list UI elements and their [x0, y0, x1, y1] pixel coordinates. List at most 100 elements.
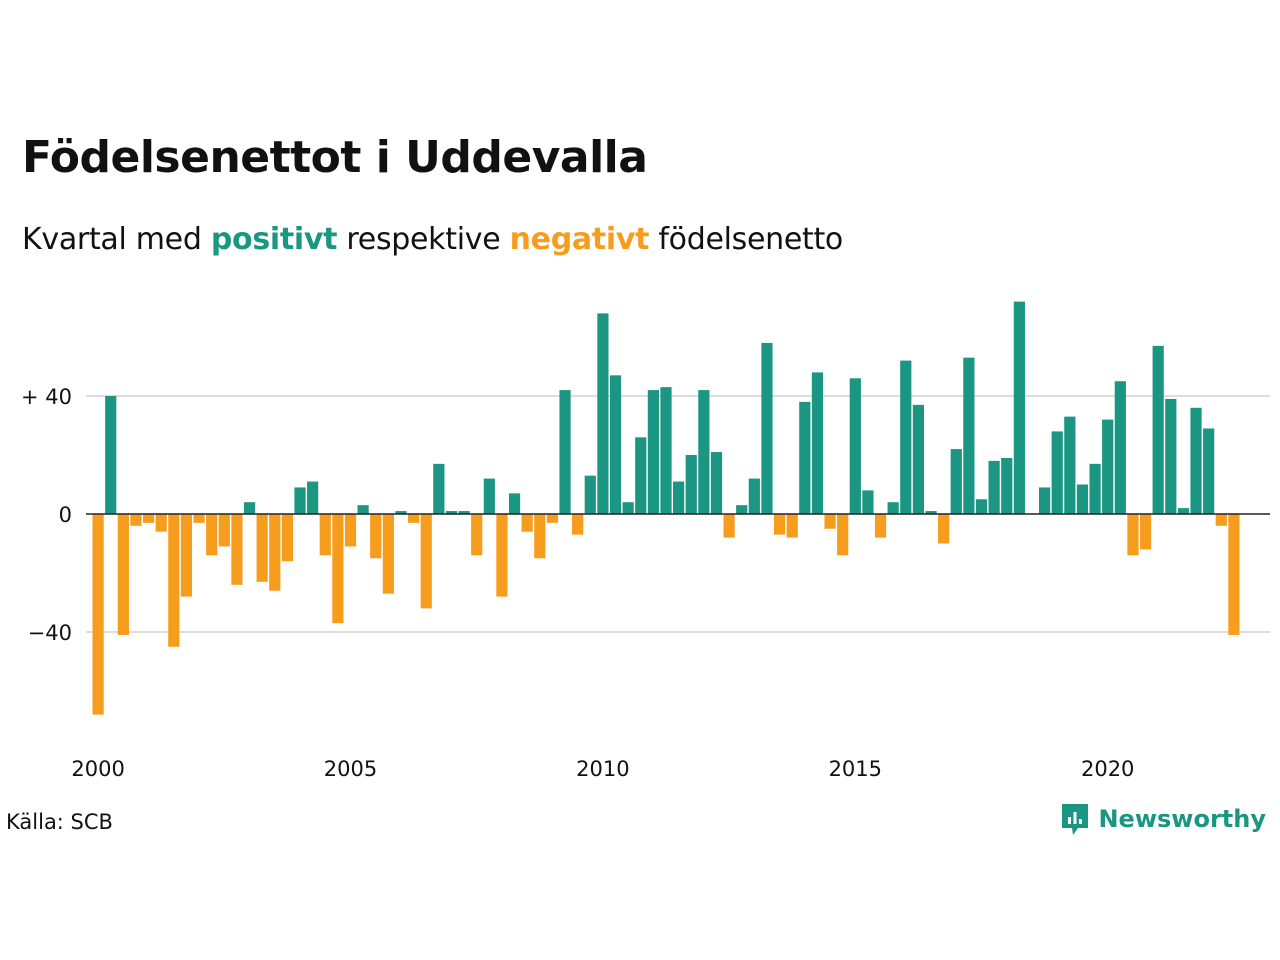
bar	[988, 460, 1000, 514]
bar	[975, 499, 988, 514]
bar	[1013, 301, 1025, 514]
bar	[811, 372, 824, 514]
bar	[180, 514, 193, 597]
bar	[1127, 514, 1139, 556]
bar	[609, 375, 622, 514]
bar	[799, 401, 811, 514]
brand-name: Newsworthy	[1098, 805, 1266, 833]
bar	[307, 481, 319, 514]
bar	[887, 502, 899, 514]
bar	[938, 514, 950, 544]
chart-title: Födelsenettot i Uddevalla	[22, 132, 648, 183]
bar	[723, 514, 735, 538]
y-tick-label: 0	[59, 503, 72, 527]
bar	[748, 478, 760, 514]
bar	[117, 514, 129, 635]
bar	[660, 387, 672, 514]
bar	[685, 455, 697, 514]
subtitle-positive-label: positivt	[210, 222, 338, 257]
bar	[168, 514, 180, 647]
bar	[597, 313, 609, 514]
bar	[546, 514, 559, 523]
bar	[761, 342, 773, 514]
bar	[521, 514, 533, 532]
bar	[1165, 398, 1177, 514]
bar	[294, 487, 306, 514]
bar	[508, 493, 521, 514]
bar	[925, 511, 937, 514]
bar	[1177, 508, 1190, 514]
bar	[395, 511, 407, 514]
bar	[92, 514, 104, 715]
bar	[344, 514, 357, 547]
chart-subtitle: Kvartal med positivt respektive negativt…	[22, 222, 843, 257]
bar	[1114, 381, 1126, 514]
bar	[420, 514, 432, 609]
bar	[849, 378, 861, 514]
bar	[496, 514, 508, 597]
bar	[1203, 428, 1215, 514]
bar	[900, 360, 912, 514]
bar	[824, 514, 836, 529]
bar	[1190, 407, 1202, 514]
bar	[786, 514, 798, 538]
bar	[635, 437, 647, 514]
x-tick-label: 2020	[1081, 757, 1134, 781]
bar	[698, 390, 710, 514]
bar	[1051, 431, 1063, 514]
bar	[710, 452, 723, 514]
bar	[963, 357, 975, 514]
bar	[206, 514, 218, 556]
bar	[773, 514, 786, 535]
bar	[559, 390, 571, 514]
x-tick-label: 2015	[829, 757, 882, 781]
bar	[408, 514, 420, 523]
x-tick-label: 2005	[324, 757, 377, 781]
bar	[1089, 463, 1101, 514]
bar	[458, 511, 470, 514]
bar	[1228, 514, 1240, 635]
bar	[950, 449, 962, 514]
subtitle-suffix: födelsenetto	[649, 222, 843, 257]
bar	[281, 514, 293, 562]
bar	[142, 514, 155, 523]
bar	[357, 505, 369, 514]
brand-logo: Newsworthy	[1060, 802, 1266, 836]
bar	[1139, 514, 1152, 550]
bar	[912, 404, 924, 514]
bar	[673, 481, 685, 514]
x-tick-label: 2010	[576, 757, 629, 781]
bar	[445, 511, 458, 514]
bar	[155, 514, 167, 532]
y-tick-label: + 40	[21, 385, 72, 409]
bar	[622, 502, 634, 514]
bar	[1076, 484, 1089, 514]
bar	[874, 514, 887, 538]
bar	[1152, 345, 1164, 514]
bar	[370, 514, 382, 559]
y-tick-label: −40	[28, 621, 72, 645]
bar	[243, 502, 256, 514]
bar	[1215, 514, 1227, 526]
bar	[534, 514, 546, 559]
subtitle-prefix: Kvartal med	[22, 222, 211, 257]
bar	[193, 514, 205, 523]
bar	[736, 505, 748, 514]
subtitle-middle: respektive	[337, 222, 510, 257]
bar	[218, 514, 230, 547]
bar	[231, 514, 243, 585]
bar	[319, 514, 331, 556]
bar	[862, 490, 874, 514]
bar	[837, 514, 849, 556]
bar	[332, 514, 344, 624]
subtitle-negative-label: negativt	[509, 222, 650, 257]
bar	[433, 463, 445, 514]
bar	[1064, 416, 1076, 514]
source-note: Källa: SCB	[6, 810, 113, 834]
bar	[584, 475, 596, 514]
bar	[572, 514, 584, 535]
bar	[1039, 487, 1051, 514]
bar	[382, 514, 394, 594]
bar	[105, 396, 117, 514]
bar	[1102, 419, 1114, 514]
